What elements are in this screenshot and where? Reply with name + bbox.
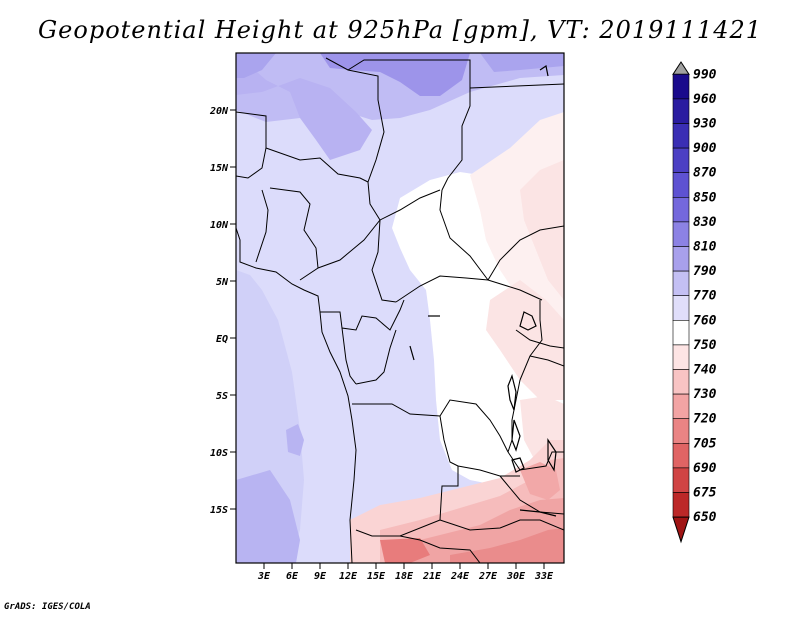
lat-label: 15S xyxy=(210,505,228,516)
colorbar-box xyxy=(672,221,690,247)
map-title: Geopotential Height at 925hPa [gpm], VT:… xyxy=(38,16,762,44)
colorbar-label: 870 xyxy=(693,166,717,181)
colorbar-bottom-arrow xyxy=(672,516,690,544)
lakes xyxy=(409,65,557,517)
colorbar-label: 850 xyxy=(693,190,717,205)
lat-label: 10S xyxy=(210,448,228,459)
colorbar-label: 675 xyxy=(693,486,717,501)
lon-label: 30E xyxy=(506,571,526,582)
colorbar-label: 830 xyxy=(693,215,717,230)
colorbar-label: 810 xyxy=(693,240,717,255)
colorbar-box xyxy=(672,246,690,272)
colorbar-label: 930 xyxy=(693,117,717,132)
map-frame xyxy=(235,52,565,564)
colorbar-box xyxy=(672,344,690,370)
lon-label: 21E xyxy=(422,571,442,582)
lon-label: 3E xyxy=(257,571,271,582)
colorbar-label: 900 xyxy=(693,141,717,156)
colorbar-box xyxy=(672,369,690,395)
colorbar-top-arrow xyxy=(672,61,690,75)
colorbar-box xyxy=(672,418,690,444)
colorbar-box xyxy=(672,442,690,469)
colorbar-box xyxy=(672,197,690,223)
lon-label: 27E xyxy=(478,571,498,582)
lat-label: 15N xyxy=(210,163,229,174)
colorbar-box xyxy=(672,319,690,346)
colorbar-box xyxy=(672,74,690,100)
colorbar-box xyxy=(672,393,690,420)
lon-label: 9E xyxy=(314,571,327,582)
colorbar-label: 770 xyxy=(693,289,717,304)
grads-credit: GrADS: IGES/COLA xyxy=(4,602,91,612)
colorbar-label: 750 xyxy=(693,338,717,353)
colorbar-label: 790 xyxy=(693,264,717,279)
colorbar-label: 990 xyxy=(693,67,717,82)
country-borders xyxy=(236,57,564,563)
colorbar-label: 720 xyxy=(693,412,717,427)
lon-label: 24E xyxy=(450,571,470,582)
lon-label: 18E xyxy=(395,571,414,582)
lat-label: 10N xyxy=(210,220,229,231)
lat-label: 20N xyxy=(209,106,229,117)
colorbar-box xyxy=(672,467,690,493)
lon-label: 15E xyxy=(367,571,386,582)
lat-label: 5S xyxy=(216,391,228,402)
colorbar-box xyxy=(672,147,690,174)
colorbar-label: 760 xyxy=(693,313,717,328)
colorbar-label: 960 xyxy=(693,92,717,107)
longitude-axis: 3E 6E 9E 12E 15E 18E 21E 24E 27E 30E 33E xyxy=(257,563,554,582)
colorbar-box xyxy=(672,172,690,198)
lon-label: 12E xyxy=(339,571,358,582)
lon-label: 33E xyxy=(534,571,554,582)
colorbar-label: 730 xyxy=(693,387,717,402)
lon-label: 6E xyxy=(286,571,299,582)
colorbar-box xyxy=(672,98,690,124)
colorbar-box xyxy=(672,123,690,149)
colorbar-label: 650 xyxy=(693,510,717,525)
lat-label: EQ xyxy=(216,334,228,345)
colorbar-box xyxy=(672,295,690,321)
latitude-axis: 20N 15N 10N 5N EQ 5S 10S 15S xyxy=(209,106,236,516)
colorbar-label: 690 xyxy=(693,461,717,476)
colorbar-label: 705 xyxy=(693,436,717,451)
colorbar-box xyxy=(672,492,690,518)
colorbar: 990 960 930 900 870 850 830 810 790 770 760 750 740 7… xyxy=(672,61,717,544)
contour-field xyxy=(236,53,564,563)
colorbar-box xyxy=(672,270,690,297)
colorbar-label: 740 xyxy=(693,363,717,378)
lat-label: 5N xyxy=(216,277,229,288)
